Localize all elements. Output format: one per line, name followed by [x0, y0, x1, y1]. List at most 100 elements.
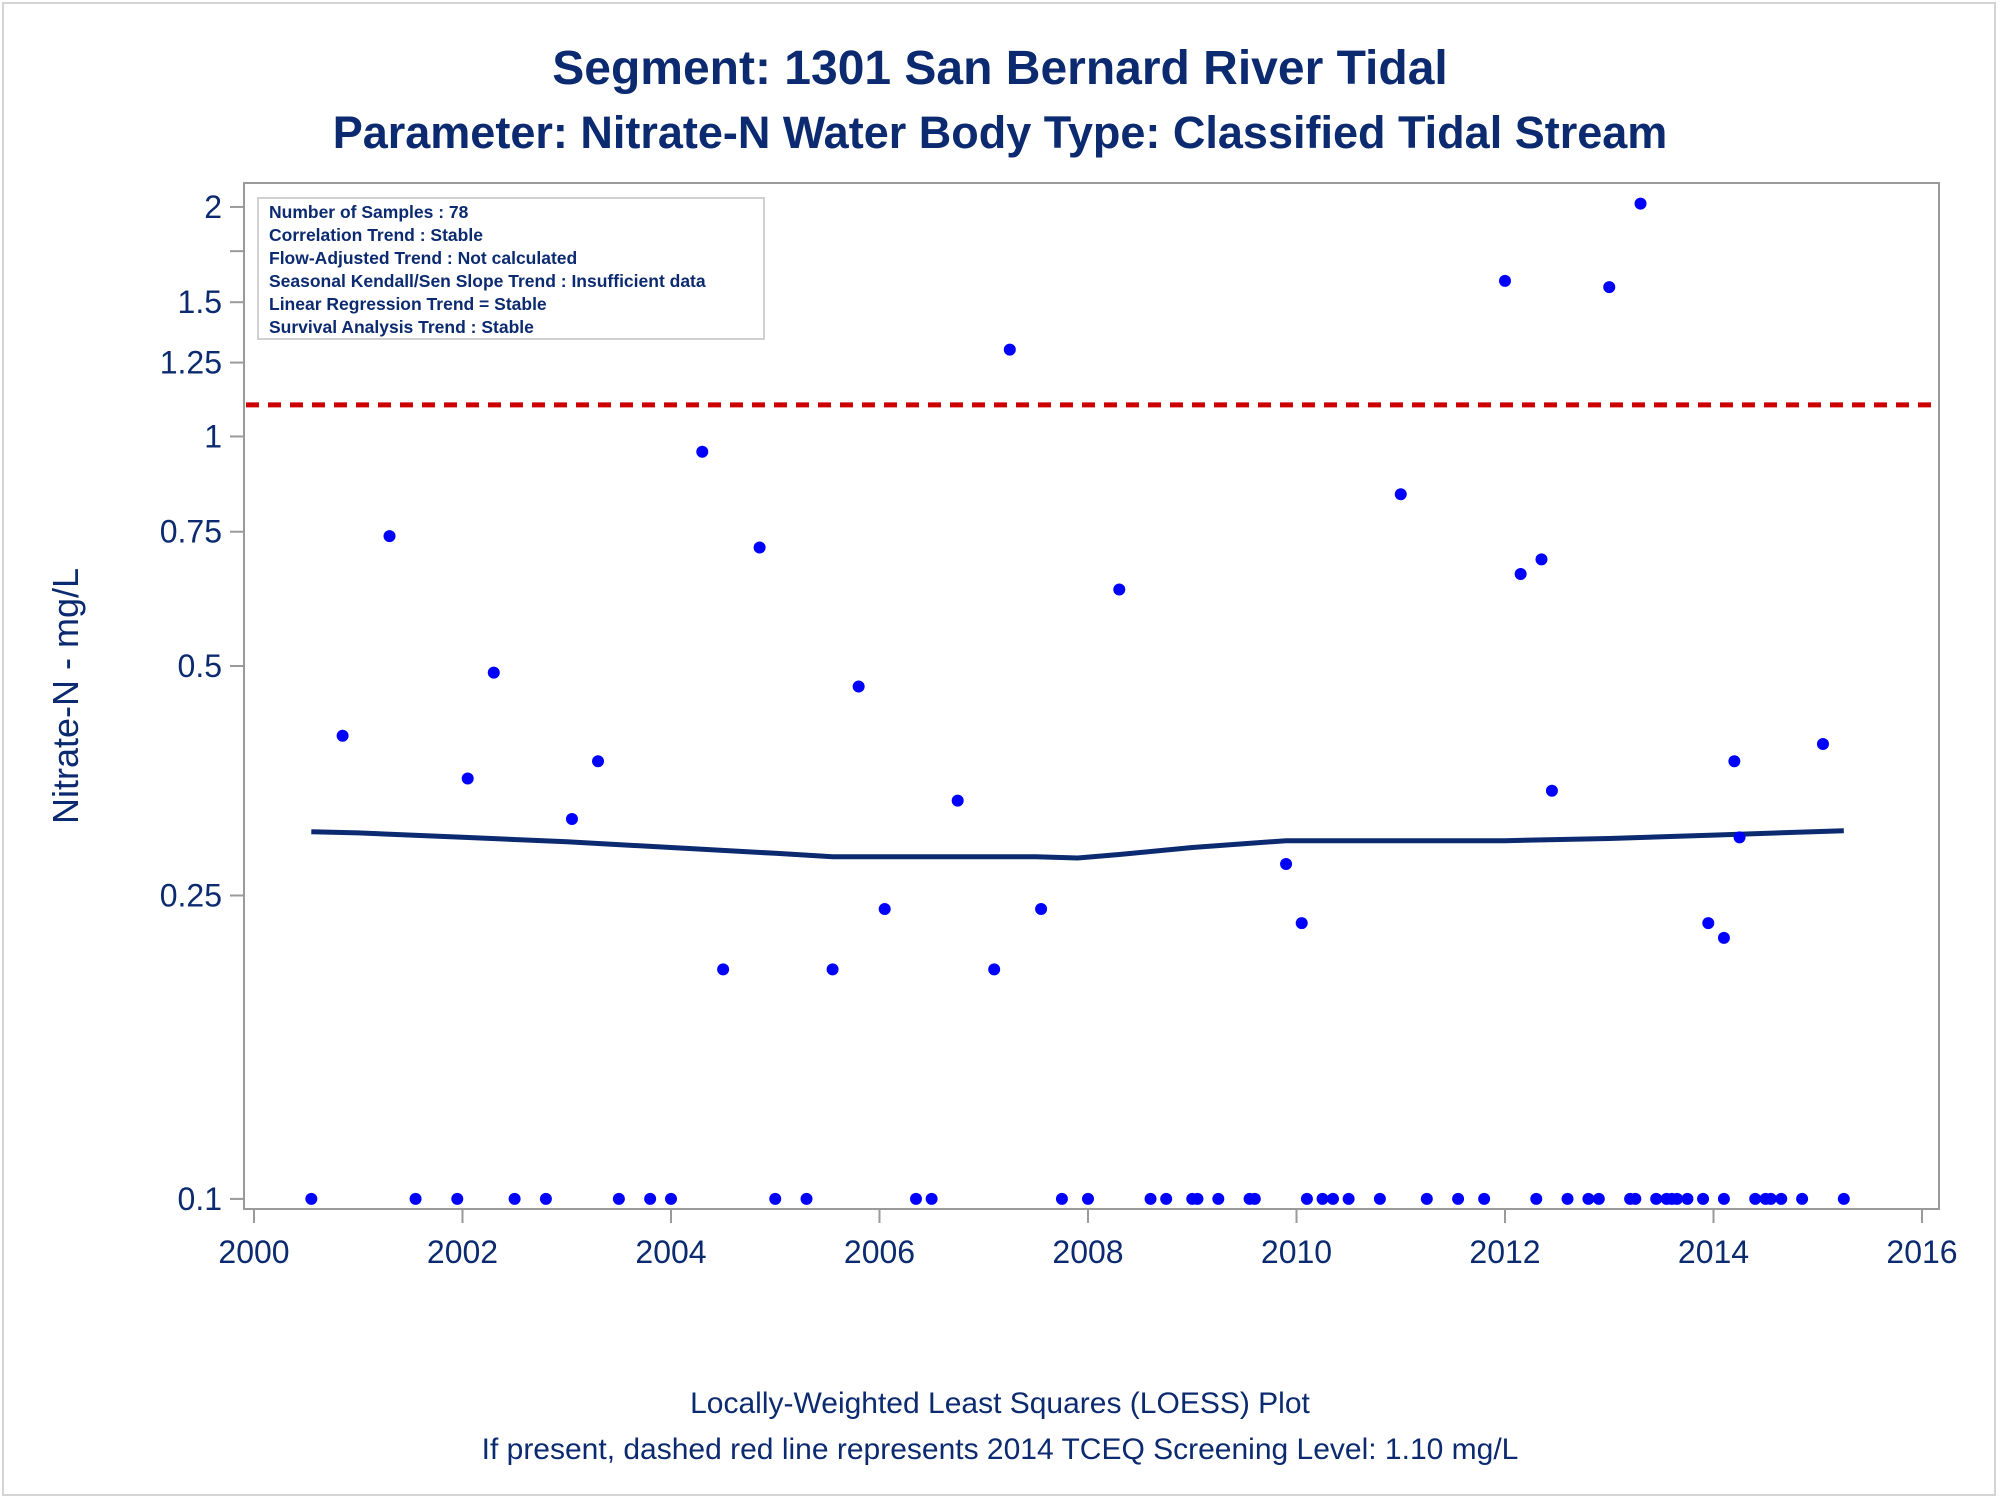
chart-title: Segment: 1301 San Bernard River Tidal	[552, 42, 1447, 95]
data-point	[336, 729, 349, 742]
data-point	[461, 772, 474, 785]
data-point	[1650, 1192, 1663, 1205]
data-point	[1342, 1192, 1355, 1205]
y-tick-label: 0.75	[160, 514, 222, 550]
data-point	[1420, 1192, 1433, 1205]
data-point	[592, 755, 605, 768]
data-point	[909, 1192, 922, 1205]
data-point	[1681, 1192, 1694, 1205]
y-axis: 0.1 0.25 0.5 0.75 1 1.25 1.5 2	[160, 189, 244, 1217]
y-tick-label: 0.25	[160, 878, 222, 914]
x-tick-label: 2008	[1052, 1234, 1123, 1270]
data-point	[753, 541, 766, 554]
x-tick-label: 2012	[1469, 1234, 1540, 1270]
data-point	[1280, 857, 1293, 870]
data-point	[1535, 553, 1548, 566]
data-point	[451, 1192, 464, 1205]
data-point	[1697, 1192, 1710, 1205]
data-point	[1764, 1192, 1777, 1205]
x-tick-label: 2002	[427, 1234, 498, 1270]
data-point	[1603, 281, 1616, 294]
x-tick-label: 2010	[1261, 1234, 1332, 1270]
data-point	[1816, 738, 1829, 751]
data-point	[565, 812, 578, 825]
x-tick-label: 2016	[1886, 1234, 1957, 1270]
data-point	[1561, 1192, 1574, 1205]
data-point	[852, 680, 865, 693]
x-axis: 2000 2002 2004 2006 2008 2010 2012 2014 2016	[218, 1209, 1958, 1270]
y-tick-label: 1	[204, 418, 222, 454]
data-point	[1749, 1192, 1762, 1205]
data-point	[1733, 831, 1746, 844]
inset-line-correlation: Correlation Trend : Stable	[269, 225, 483, 245]
data-point	[1514, 568, 1527, 581]
inset-line-flow-adjusted: Flow-Adjusted Trend : Not calculated	[269, 248, 577, 268]
data-point	[612, 1192, 625, 1205]
data-point	[1113, 583, 1126, 596]
data-point	[1478, 1192, 1491, 1205]
data-point	[1316, 1192, 1329, 1205]
data-point	[508, 1192, 521, 1205]
inset-legend: Number of Samples : 78 Correlation Trend…	[257, 197, 765, 340]
data-point	[1191, 1192, 1204, 1205]
data-point	[1394, 488, 1407, 501]
plot-area	[243, 182, 1940, 1210]
data-point	[409, 1192, 422, 1205]
y-axis-label: Nitrate-N - mg/L	[45, 568, 86, 824]
data-point	[1702, 917, 1715, 930]
loess-curve	[311, 828, 1844, 861]
data-point	[644, 1192, 657, 1205]
inset-line-samples: Number of Samples : 78	[269, 202, 469, 222]
inset-line-survival: Survival Analysis Trend : Stable	[269, 317, 534, 337]
data-point	[1629, 1192, 1642, 1205]
data-point	[1499, 274, 1511, 287]
footer-line-2: If present, dashed red line represents 2…	[482, 1433, 1519, 1466]
data-point	[1728, 755, 1741, 768]
data-point	[1326, 1192, 1339, 1205]
y-tick-label: 1.25	[160, 345, 222, 381]
inset-line-seasonal-kendall: Seasonal Kendall/Sen Slope Trend : Insuf…	[269, 271, 706, 291]
y-tick-label: 1.5	[178, 284, 222, 320]
data-point	[1717, 931, 1730, 944]
data-point	[1530, 1192, 1543, 1205]
data-point	[1582, 1192, 1595, 1205]
y-tick-label: 2	[204, 189, 222, 225]
x-tick-label: 2004	[635, 1234, 706, 1270]
data-point	[1837, 1192, 1850, 1205]
data-point	[1545, 784, 1558, 797]
data-point	[951, 794, 964, 807]
y-tick-label: 0.1	[178, 1181, 222, 1217]
data-point	[1796, 1192, 1809, 1205]
data-point	[1300, 1192, 1313, 1205]
data-point	[1003, 343, 1016, 356]
data-point	[539, 1192, 552, 1205]
data-point	[925, 1192, 938, 1205]
data-point	[1055, 1192, 1068, 1205]
data-point	[769, 1192, 782, 1205]
data-point	[878, 903, 891, 916]
data-point	[1775, 1192, 1788, 1205]
data-point	[1082, 1192, 1094, 1205]
data-point	[1160, 1192, 1173, 1205]
data-point	[1248, 1192, 1261, 1205]
data-point	[1671, 1192, 1684, 1205]
data-point	[1592, 1192, 1605, 1205]
data-point	[1717, 1192, 1730, 1205]
data-point	[665, 1192, 677, 1205]
data-point	[383, 530, 396, 543]
data-point	[717, 963, 730, 976]
footer-line-1: Locally-Weighted Least Squares (LOESS) P…	[690, 1387, 1310, 1420]
data-point	[988, 963, 1001, 976]
data-point	[1295, 917, 1308, 930]
y-tick-label: 0.5	[178, 648, 222, 684]
data-point	[1144, 1192, 1157, 1205]
data-point	[1212, 1192, 1225, 1205]
data-point	[800, 1192, 813, 1205]
data-point	[305, 1192, 318, 1205]
x-tick-label: 2014	[1678, 1234, 1749, 1270]
data-points	[305, 197, 1850, 1205]
chart-subtitle: Parameter: Nitrate-N Water Body Type: Cl…	[333, 107, 1668, 158]
data-point	[487, 666, 500, 679]
data-point	[1035, 903, 1048, 916]
